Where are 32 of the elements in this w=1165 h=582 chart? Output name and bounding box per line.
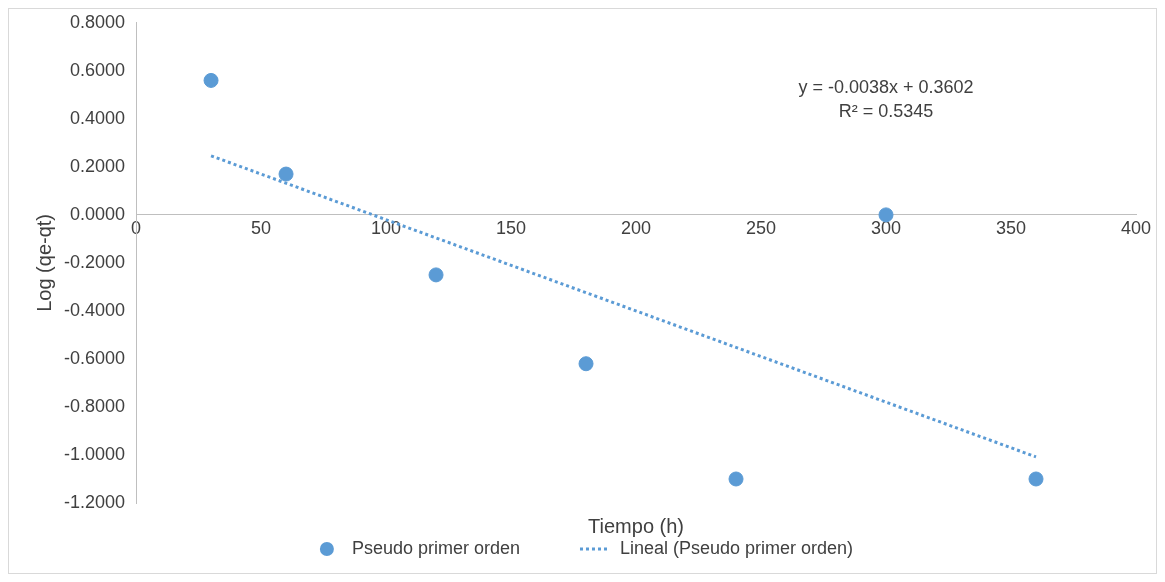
y-tick-label: -0.8000 xyxy=(63,395,126,416)
y-tick-label: -0.4000 xyxy=(63,299,126,320)
legend-label: Lineal (Pseudo primer orden) xyxy=(619,537,854,558)
y-tick-label: -0.2000 xyxy=(63,251,126,272)
annotation: y = -0.0038x + 0.3602 xyxy=(798,76,974,97)
x-tick-label: 200 xyxy=(621,217,652,238)
x-tick-label: 50 xyxy=(251,217,272,238)
point xyxy=(578,356,594,372)
y-tick-label: 0.6000 xyxy=(69,59,126,80)
y-tick-label: 0.0000 xyxy=(69,203,126,224)
x-axis-title: Tiempo (h) xyxy=(588,515,684,537)
point xyxy=(1028,471,1044,487)
point xyxy=(728,471,744,487)
y-axis-title: Log (qe-qt) xyxy=(32,213,55,312)
x-tick-label: 150 xyxy=(496,217,527,238)
point xyxy=(203,72,219,88)
y-tick-label: -1.2000 xyxy=(63,491,126,512)
y-tick-label: -1.0000 xyxy=(63,443,126,464)
x-tick-label: 300 xyxy=(870,217,902,238)
x-tick-label: 100 xyxy=(371,217,402,238)
x-tick-label: 250 xyxy=(745,217,777,238)
y-tick-label: 0.4000 xyxy=(69,107,126,128)
x-tick-label: 350 xyxy=(995,217,1027,238)
y-tick-label: -0.6000 xyxy=(63,347,126,368)
annotation: R² = 0.5345 xyxy=(838,100,934,121)
y-tick-label: 0.2000 xyxy=(69,155,126,176)
x-tick-label: 400 xyxy=(1120,217,1152,238)
x-tick-label: 0 xyxy=(131,217,142,238)
point xyxy=(278,166,294,182)
point xyxy=(428,267,444,283)
legend-label: Pseudo primer orden xyxy=(351,537,520,558)
y-tick-label: 0.8000 xyxy=(69,11,126,32)
